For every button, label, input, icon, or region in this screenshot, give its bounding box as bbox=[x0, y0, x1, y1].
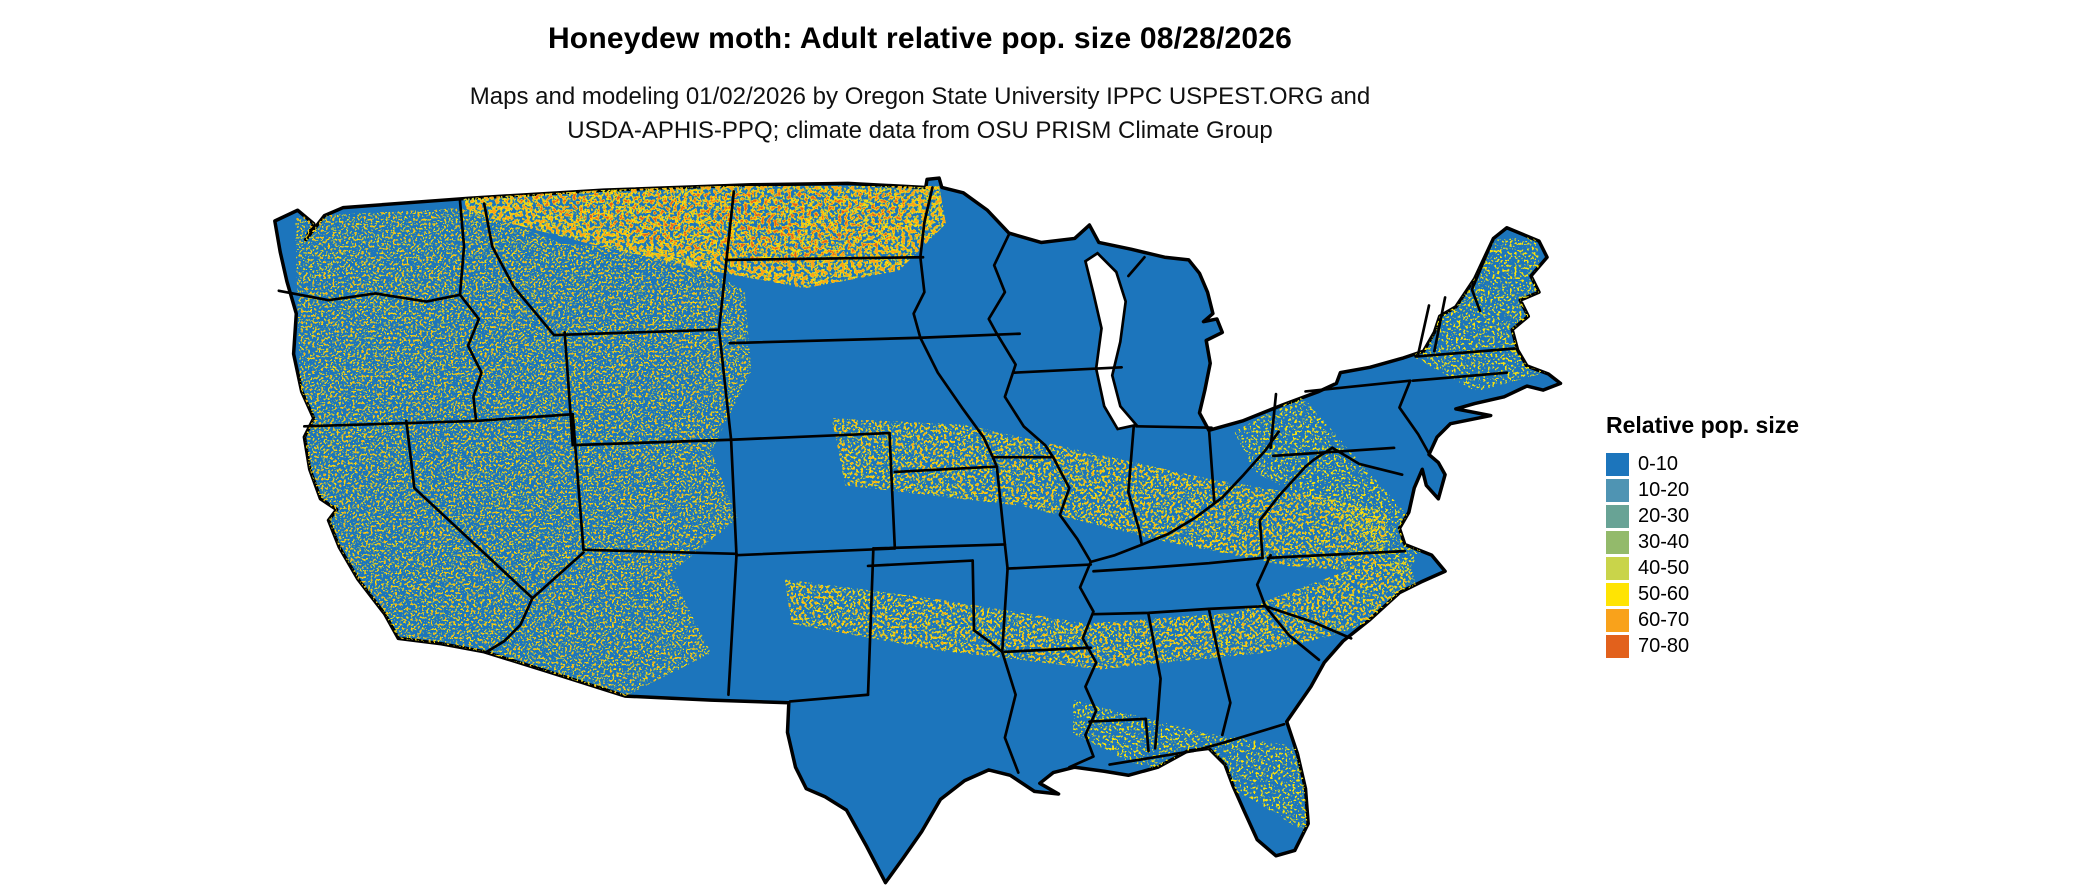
legend-item-label: 50-60 bbox=[1638, 582, 1690, 605]
state-borders bbox=[277, 186, 1517, 774]
legend-swatch bbox=[1606, 504, 1629, 528]
legend-swatch bbox=[1606, 556, 1629, 580]
legend-item-label: 20-30 bbox=[1638, 504, 1690, 527]
legend-item-label: 30-40 bbox=[1638, 530, 1690, 553]
legend-item-label: 10-20 bbox=[1638, 478, 1690, 501]
legend: Relative pop. size 0-10 10-20 20-30 30-4… bbox=[1606, 412, 1799, 659]
legend-item-label: 70-80 bbox=[1638, 634, 1690, 657]
legend-swatch bbox=[1606, 582, 1629, 606]
legend-item: 30-40 bbox=[1606, 529, 1799, 555]
legend-item-label: 40-50 bbox=[1638, 556, 1690, 579]
legend-item: 20-30 bbox=[1606, 503, 1799, 529]
legend-swatch bbox=[1606, 608, 1629, 632]
legend-swatch bbox=[1606, 530, 1629, 554]
hotspot-overlay-central bbox=[831, 418, 1389, 573]
legend-swatch bbox=[1606, 452, 1629, 476]
legend-swatch bbox=[1606, 634, 1629, 658]
hotspot-overlay-south bbox=[784, 559, 1420, 670]
legend-item: 40-50 bbox=[1606, 555, 1799, 581]
hotspot-overlay-north bbox=[455, 186, 946, 289]
us-map bbox=[273, 176, 1563, 885]
legend-title: Relative pop. size bbox=[1606, 412, 1800, 438]
map-title: Honeydew moth: Adult relative pop. size … bbox=[547, 22, 1293, 55]
legend-swatch bbox=[1606, 478, 1629, 502]
legend-item-label: 60-70 bbox=[1638, 608, 1690, 631]
legend-item: 10-20 bbox=[1606, 477, 1799, 503]
subtitle-line-2: USDA-APHIS-PPQ; climate data from OSU PR… bbox=[567, 117, 1273, 144]
legend-item: 50-60 bbox=[1606, 581, 1799, 607]
subtitle-line-1: Maps and modeling 01/02/2026 by Oregon S… bbox=[469, 83, 1371, 110]
hotspot-overlay-west bbox=[294, 207, 752, 707]
legend-item: 0-10 bbox=[1606, 451, 1799, 477]
legend-item-label: 0-10 bbox=[1638, 452, 1679, 475]
lake-michigan bbox=[1083, 251, 1139, 431]
hotspot-overlay-appalachia bbox=[1234, 395, 1429, 580]
map-subtitle: Maps and modeling 01/02/2026 by Oregon S… bbox=[0, 80, 1840, 148]
legend-item: 70-80 bbox=[1606, 633, 1799, 659]
legend-items: 0-10 10-20 20-30 30-40 40-50 50-60 60-70… bbox=[1606, 451, 1799, 659]
legend-item: 60-70 bbox=[1606, 607, 1799, 633]
